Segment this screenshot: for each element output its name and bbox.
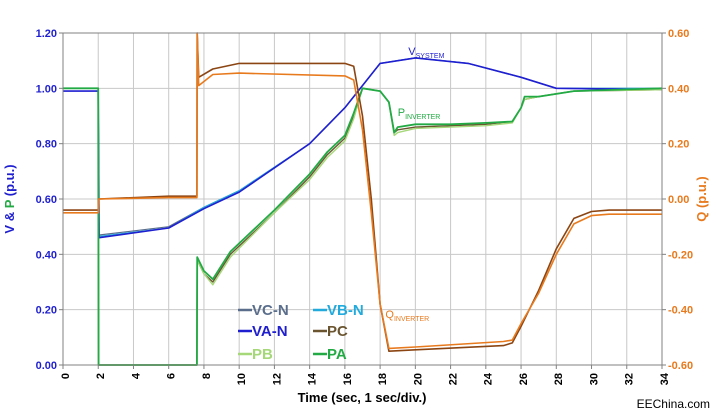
x-tick-label: 8 bbox=[201, 373, 213, 379]
annotation-p-inverter: PINVERTER bbox=[398, 107, 441, 121]
y-left-tick-label: 0.20 bbox=[36, 305, 57, 317]
x-tick-label: 6 bbox=[166, 373, 178, 379]
x-tick-label: 14 bbox=[307, 372, 319, 385]
series-line-pa bbox=[63, 87, 663, 366]
legend-label: VB-N bbox=[327, 302, 364, 319]
legend-label: PB bbox=[252, 346, 273, 363]
x-tick-label: 24 bbox=[483, 372, 495, 385]
x-tick-label: 28 bbox=[553, 373, 565, 385]
y-left-tick-label: 0.40 bbox=[36, 249, 57, 261]
x-tick-label: 20 bbox=[412, 373, 424, 385]
y-right-axis-title: Q (p.u.) bbox=[694, 176, 709, 222]
y-left-axis-title-part: (p.u.) bbox=[2, 164, 17, 199]
x-tick-label: 10 bbox=[236, 373, 248, 385]
x-tick-label: 16 bbox=[342, 373, 354, 385]
legend-label: PC bbox=[327, 323, 348, 340]
y-right-tick-label: -0.20 bbox=[668, 249, 693, 261]
annotation-q-inverter: QINVERTER bbox=[385, 309, 429, 323]
y-left-axis-title-part: & bbox=[2, 208, 17, 225]
series-line-va-n bbox=[63, 57, 663, 239]
series-line-q-2 bbox=[63, 32, 662, 350]
annotation-v-system: VSYSTEM bbox=[408, 46, 444, 60]
chart-series bbox=[63, 32, 663, 366]
y-left-axis-title: V & P (p.u.) bbox=[2, 164, 17, 233]
y-left-tick-label: 1.00 bbox=[36, 83, 57, 95]
chart-legend: VC-N VB-N VA-N PC PB PA bbox=[238, 302, 364, 363]
x-tick-label: 22 bbox=[447, 373, 459, 385]
x-tick-label: 0 bbox=[60, 373, 72, 379]
legend-label: PA bbox=[327, 346, 347, 363]
y-right-tick-label: 0.60 bbox=[668, 28, 689, 40]
x-tick-label: 4 bbox=[130, 372, 142, 379]
legend-label: VA-N bbox=[252, 323, 288, 340]
x-tick-label: 18 bbox=[377, 373, 389, 385]
y-right-tick-label: -0.60 bbox=[668, 360, 693, 372]
chart-annotations: VSYSTEM PINVERTER QINVERTER bbox=[385, 46, 444, 323]
watermark: EEChina.com bbox=[637, 397, 710, 411]
y-right-tick-label: 0.20 bbox=[668, 139, 689, 151]
y-left-tick-label: 0.80 bbox=[36, 139, 57, 151]
x-tick-label: 2 bbox=[95, 373, 107, 379]
x-tick-label: 32 bbox=[624, 373, 636, 385]
x-tick-label: 34 bbox=[659, 372, 671, 385]
y-right-tick-label: 0.40 bbox=[668, 83, 689, 95]
chart-axes: 0 2 4 6 8 10 12 14 16 18 20 22 24 26 28 30 32 340.000.200… bbox=[36, 28, 694, 385]
x-axis-title: Time (sec, 1 sec/div.) bbox=[298, 390, 427, 405]
y-left-axis-title-part: P bbox=[2, 199, 17, 208]
x-tick-label: 12 bbox=[271, 373, 283, 385]
legend-label: VC-N bbox=[252, 302, 289, 319]
y-right-tick-label: -0.40 bbox=[668, 305, 693, 317]
y-right-tick-label: 0.00 bbox=[668, 194, 689, 206]
x-tick-label: 26 bbox=[518, 373, 530, 385]
x-tick-label: 30 bbox=[588, 373, 600, 385]
y-left-tick-label: 0.00 bbox=[36, 360, 57, 372]
y-left-tick-label: 1.20 bbox=[36, 28, 57, 40]
y-left-tick-label: 0.60 bbox=[36, 194, 57, 206]
y-left-axis-title-part: V bbox=[2, 225, 17, 234]
